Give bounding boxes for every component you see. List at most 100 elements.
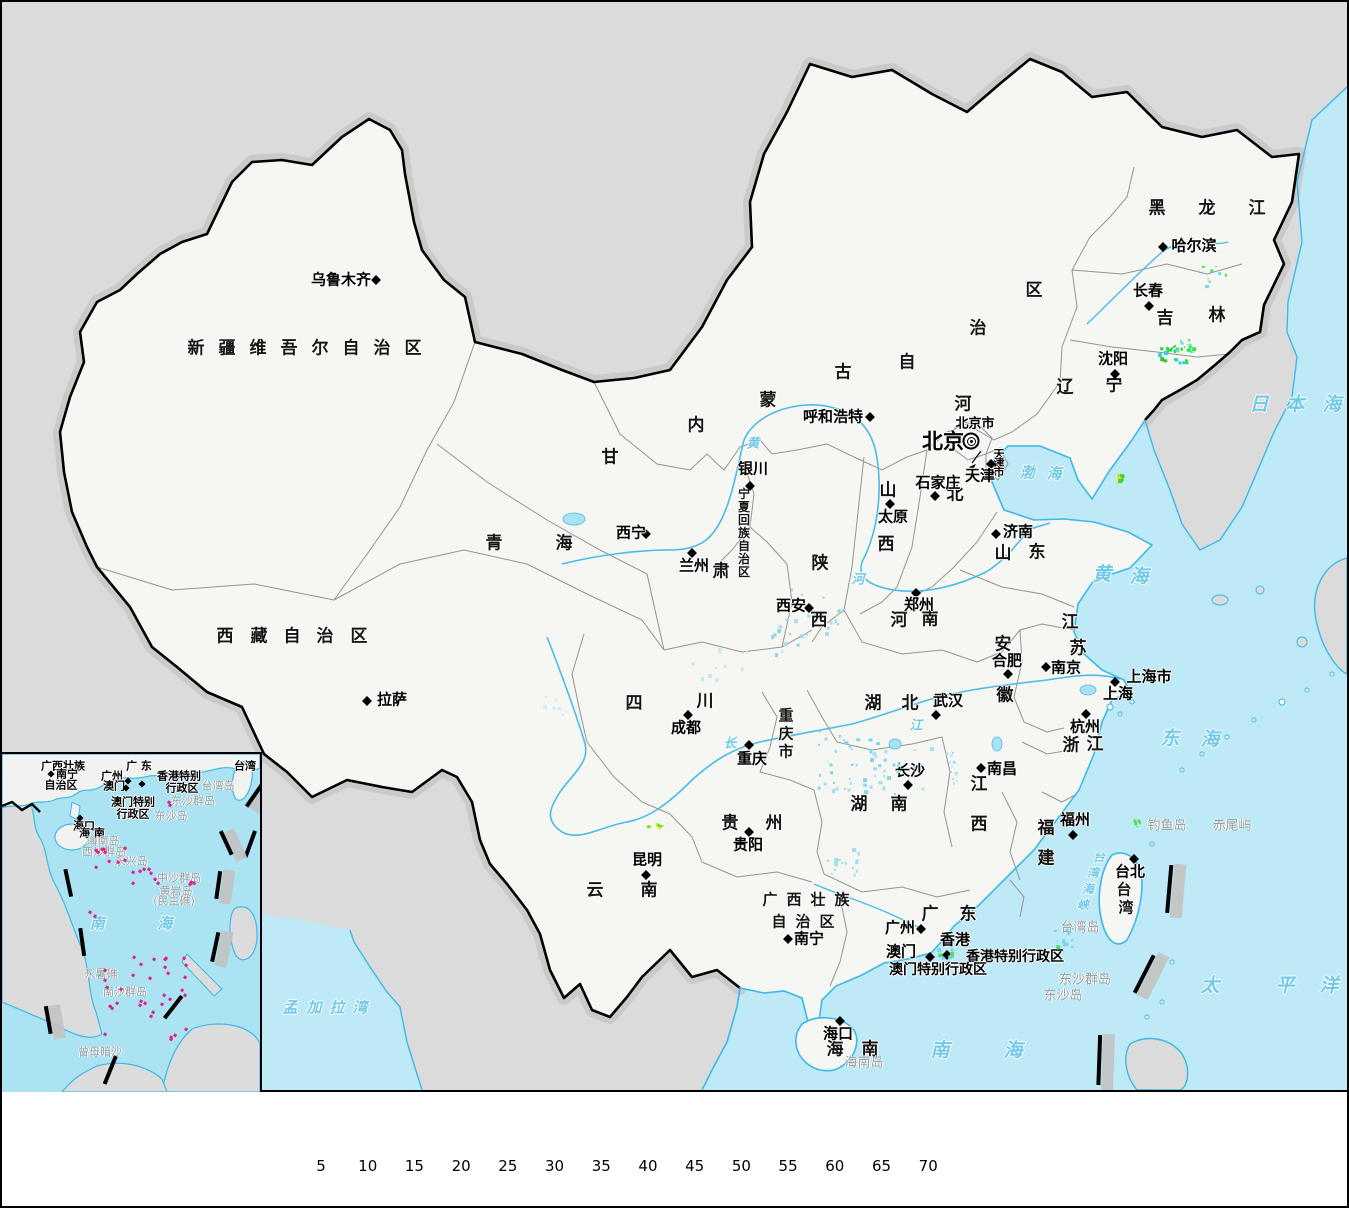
radar-echo-dot xyxy=(554,698,558,702)
radar-echo-dot xyxy=(868,738,872,742)
radar-echo-dot xyxy=(834,868,837,871)
city-label: 香港 xyxy=(939,930,971,949)
city-label: 合肥 xyxy=(991,651,1023,670)
inset-taiwan xyxy=(231,761,253,801)
province-label: 龙 xyxy=(1198,198,1216,219)
city-label: 郑州 xyxy=(903,595,935,614)
radar-echo-dot xyxy=(1202,265,1205,269)
radar-echo-dot xyxy=(657,825,662,830)
radar-echo-dot xyxy=(914,749,917,752)
radar-echo-dot xyxy=(834,862,839,866)
pearl-river xyxy=(813,883,919,928)
south-china-sea-inset-map: 广西壮族 自治区 南宁 广 东广州 香港特别 行政区 澳门特别 行政区 澳门 台湾 海口海 南 台湾岛… xyxy=(2,752,262,1092)
province-label: 贵 xyxy=(721,813,739,834)
radar-echo-dot xyxy=(877,763,882,768)
radar-echo-dot xyxy=(1173,349,1177,353)
province-label: 维 xyxy=(249,338,267,359)
sea-label: 海 xyxy=(1003,1039,1023,1062)
radar-echo-dot xyxy=(952,751,955,754)
sea-label: 平 xyxy=(1275,974,1295,997)
radar-echo-dot xyxy=(718,651,722,654)
radar-echo-dot xyxy=(1207,277,1209,280)
province-label: 吾 xyxy=(280,338,298,359)
province-label: 蒙 xyxy=(759,390,777,411)
province-label: 区 xyxy=(819,912,835,931)
radar-echo-dot xyxy=(784,641,789,646)
kyushu-island xyxy=(1314,557,1347,675)
jeju-island xyxy=(1211,594,1229,606)
sea-label: 洋 xyxy=(1319,974,1339,997)
radar-echo-dot xyxy=(655,822,659,826)
inset-island-label: 海南岛 xyxy=(86,834,120,848)
island-speck xyxy=(152,877,157,881)
colorbar-tick: 25 xyxy=(498,1157,518,1175)
radar-echo-dot xyxy=(774,652,779,657)
radar-echo-dot xyxy=(921,764,923,766)
province-label: 东 xyxy=(1028,542,1046,563)
sea-label: 湾 xyxy=(1086,866,1100,880)
inset-island-label: 南沙群岛 xyxy=(103,985,147,999)
radar-echo-dot xyxy=(773,633,777,637)
radar-echo-dot xyxy=(878,781,882,785)
radar-echo-dot xyxy=(822,596,825,600)
radar-echo-dot xyxy=(807,614,811,618)
radar-echo-dot xyxy=(829,770,834,775)
radar-echo-dot xyxy=(930,746,935,751)
inset-island-label: 永暑礁 xyxy=(84,967,118,981)
radar-echo-dot xyxy=(823,783,827,786)
radar-echo-dot xyxy=(841,609,845,613)
radar-echo-dot xyxy=(870,785,873,789)
tianjin-leader-arrow xyxy=(969,450,982,470)
radar-echo-dot xyxy=(852,847,856,852)
radar-echo-dot xyxy=(829,763,833,767)
radar-echo-dot xyxy=(1136,825,1139,828)
province-label: 肃 xyxy=(712,561,730,582)
province-label: 族 xyxy=(834,890,850,909)
province-label: 安 xyxy=(994,634,1012,655)
radar-echo-dot xyxy=(1183,346,1186,349)
city-label: 南宁 xyxy=(793,929,825,948)
province-label: 陕 xyxy=(811,553,829,574)
radar-echo-dot xyxy=(1208,280,1212,283)
radar-echo-dot xyxy=(813,612,816,615)
radar-echo-dot xyxy=(936,947,941,952)
radar-echo-dot xyxy=(789,593,793,596)
colorbar-tick: 35 xyxy=(591,1157,611,1175)
radar-echo-dot xyxy=(647,825,650,828)
radar-echo-dot xyxy=(1071,928,1075,931)
island-speck xyxy=(149,1013,153,1018)
radar-echo-dot xyxy=(1186,344,1189,346)
radar-echo-dot xyxy=(853,874,856,877)
inset-island-label: 台湾岛 xyxy=(201,779,235,793)
radar-echo-dot xyxy=(1181,341,1184,345)
island-speck xyxy=(115,859,120,864)
radar-echo-dot xyxy=(896,769,900,774)
province-label: 江 xyxy=(1061,612,1079,633)
radar-echo-dot xyxy=(785,617,790,622)
radar-echo-dot xyxy=(952,760,956,764)
radar-echo-dot xyxy=(952,778,955,781)
province-label: 自 xyxy=(342,338,360,359)
radar-echo-dot xyxy=(1215,265,1218,268)
radar-echo-dot xyxy=(955,779,958,782)
admin-label: 香港特别行政区 xyxy=(966,949,1064,965)
radar-echo-dot xyxy=(1187,349,1192,353)
radar-echo-dot xyxy=(830,872,834,876)
province-label: 尔 xyxy=(311,338,329,359)
radar-echo-dot xyxy=(552,706,556,710)
radar-echo-dot xyxy=(829,621,833,625)
radar-echo-dot xyxy=(648,825,652,829)
radar-echo-dot xyxy=(893,792,896,795)
radar-echo-dot xyxy=(938,953,943,957)
radar-echo-dot xyxy=(1171,346,1174,349)
province-label: 江 xyxy=(1248,198,1266,219)
radar-echo-dot xyxy=(953,771,956,774)
sea-label: 海 xyxy=(1129,565,1149,588)
island-label: 赤尾屿 xyxy=(1212,818,1252,834)
radar-echo-dot xyxy=(873,767,877,771)
city-label: 杭州 xyxy=(1069,717,1101,736)
province-label: 治 xyxy=(795,912,811,931)
radar-echo-dot xyxy=(662,825,665,828)
radar-echo-dot xyxy=(941,956,945,960)
province-label: 重 xyxy=(778,706,794,725)
